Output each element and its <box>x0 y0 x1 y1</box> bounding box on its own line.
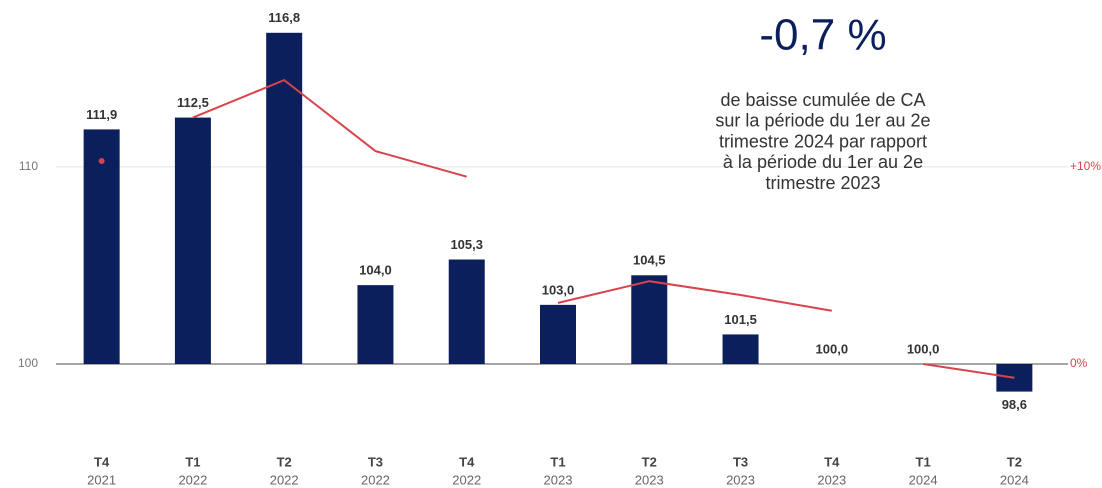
bar <box>540 304 576 364</box>
annotation-line: sur la période du 1er au 2e <box>715 111 930 131</box>
x-tick-label: T1 <box>185 454 200 469</box>
x-tick-label: 2024 <box>1000 472 1029 487</box>
y2-tick-label: 0% <box>1070 356 1088 370</box>
x-tick-label: T4 <box>824 454 840 469</box>
data-label: 98,6 <box>1002 397 1027 412</box>
line <box>922 363 1015 379</box>
x-tick-label: 2023 <box>726 472 755 487</box>
annotation-line: trimestre 2024 par rapport <box>719 131 927 151</box>
x-tick-label: T3 <box>733 454 748 469</box>
data-label: 103,0 <box>542 282 575 297</box>
x-tick-label: T1 <box>550 454 565 469</box>
x-tick-label: 2022 <box>270 472 299 487</box>
line <box>557 280 832 312</box>
bar <box>174 117 211 364</box>
annotation-line: à la période du 1er au 2e <box>723 152 923 172</box>
x-tick-label: 2022 <box>178 472 207 487</box>
x-tick-label: T4 <box>459 454 475 469</box>
bar <box>631 275 668 364</box>
x-tick-label: 2024 <box>909 472 938 487</box>
bar <box>448 259 485 364</box>
y-tick-label: 110 <box>19 159 38 173</box>
x-tick-label: T2 <box>1007 454 1022 469</box>
y2-tick-label: +10% <box>1070 159 1101 173</box>
data-label: 101,5 <box>724 312 757 327</box>
annotation-line: de baisse cumulée de CA <box>720 90 925 110</box>
x-tick-label: T3 <box>368 454 383 469</box>
bar <box>357 285 394 364</box>
data-label: 104,0 <box>359 263 392 278</box>
annotation-line: trimestre 2023 <box>765 173 880 193</box>
x-tick-label: 2023 <box>635 472 664 487</box>
x-tick-label: 2022 <box>452 472 481 487</box>
data-label: 104,5 <box>633 253 666 268</box>
data-label: 100,0 <box>816 341 849 356</box>
x-tick-label: 2022 <box>361 472 390 487</box>
data-label: 112,5 <box>177 95 209 110</box>
x-tick-label: T4 <box>94 454 110 469</box>
x-tick-label: T2 <box>642 454 657 469</box>
x-tick-label: T2 <box>277 454 292 469</box>
bar <box>83 129 120 364</box>
x-tick-label: 2023 <box>817 472 846 487</box>
x-tick-label: 2021 <box>87 472 116 487</box>
bar <box>266 32 303 365</box>
data-label: 116,8 <box>268 10 300 25</box>
data-label: 100,0 <box>907 341 940 356</box>
x-tick-label: 2023 <box>544 472 573 487</box>
bar <box>722 334 759 364</box>
y-tick-label: 100 <box>18 356 38 370</box>
data-label: 105,3 <box>450 237 483 252</box>
x-tick-label: T1 <box>916 454 931 469</box>
line-point <box>98 157 105 164</box>
data-label: 111,9 <box>86 107 117 122</box>
line <box>192 78 467 178</box>
headline: -0,7 % <box>759 11 886 60</box>
